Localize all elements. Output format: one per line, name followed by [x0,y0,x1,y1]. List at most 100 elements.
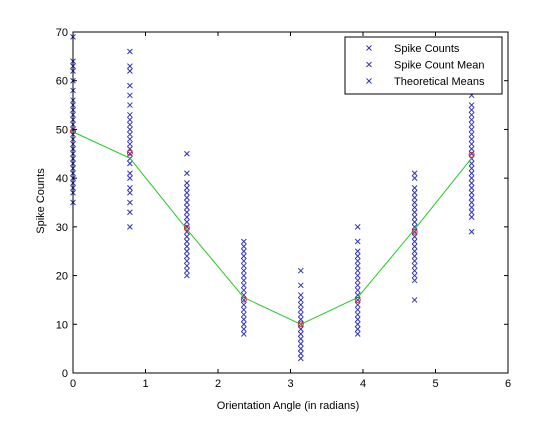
y-tick-label: 60 [56,76,68,88]
spike-count-point [354,277,361,284]
spike-count-point [127,92,133,99]
spike-count-point [297,331,304,337]
spike-count-point [127,209,133,216]
spike-count-point [240,326,247,333]
y-tick-label: 70 [56,27,68,39]
spike-count-point [411,253,418,259]
spike-count-point [354,311,361,318]
spike-count-point [184,199,190,206]
spike-count-mean-point [468,151,475,158]
spike-count-point [411,248,418,255]
legend: Spike Counts Spike Count Mean Theoretical … [344,36,503,95]
spike-count-point [354,292,361,298]
x-axis-label: Orientation Angle (in radians) [217,400,359,412]
y-tick-label: 40 [56,173,68,185]
spike-count-point [411,297,418,303]
spike-count-point [468,204,475,211]
spike-count-point [127,48,133,55]
spike-count-point [184,189,190,196]
legend-marker [366,45,372,51]
spike-count-point [411,194,418,201]
spike-count-point [297,292,304,298]
spike-count-point [468,126,475,133]
spike-count-point [184,180,190,186]
spike-count-point [468,107,475,113]
spike-count-point [411,238,418,245]
legend-marker [366,78,372,84]
spike-count-point [354,253,361,259]
spike-count-point [184,194,190,201]
spike-count-point [411,204,418,211]
spike-count-point [411,233,418,240]
spike-count-point [411,243,418,250]
spike-count-point [468,121,475,128]
spike-count-point [127,185,133,191]
spike-count-point [468,194,475,201]
legend-marker [366,61,372,68]
spike-count-point [411,224,418,230]
spike-count-point [468,185,475,191]
spike-count-point [240,292,247,298]
spike-count-point [127,63,133,69]
spike-count-point [297,355,304,362]
spike-count-point [184,233,190,240]
spike-count-point [297,282,304,289]
spike-count-point [354,248,361,255]
spike-count-point [411,214,418,220]
spike-count-point [468,209,475,216]
spike-count-point [354,272,361,279]
spike-count-point [411,209,418,216]
spike-count-point [354,267,361,274]
spike-count-point [468,170,475,177]
spike-count-point [184,204,190,211]
spike-count-point [127,141,133,147]
x-tick-label: 3 [287,378,293,390]
spike-count-point [184,253,190,259]
spike-count-point [127,121,133,128]
spike-count-point [468,136,475,143]
spike-count-point [240,301,247,308]
spike-count-point [297,301,304,308]
spike-count-point [411,262,418,269]
spike-count-mean-point [297,321,304,328]
spike-count-point [184,214,190,220]
spike-count-point [127,160,133,167]
spike-count-point [354,224,361,230]
spike-count-point [240,287,247,294]
spike-count-point [184,209,190,216]
theoretical-means-line [72,131,472,325]
spike-count-point [354,301,361,308]
x-tick-label: 5 [432,378,438,390]
spike-count-point [240,277,247,284]
spike-count-point [411,272,418,279]
spike-count-point [127,136,133,143]
spike-count-point [468,146,475,152]
spike-count-point [468,228,475,235]
spike-count-point [468,175,475,181]
legend-label: Theoretical Means [394,76,485,88]
spike-count-mean-point [411,228,418,235]
spike-count-point [240,253,247,259]
spike-count-point [297,326,304,333]
spike-count-point [240,321,247,328]
spike-count-point [297,267,304,274]
spike-count-mean-point [183,224,190,231]
spike-count-point [297,350,304,357]
spike-count-point [184,258,190,264]
spike-count-point [297,306,304,313]
spike-count-point [468,199,475,206]
spike-count-point [240,243,247,250]
spike-count-point [127,189,133,196]
spike-count-point [127,150,133,157]
spike-count-point [354,262,361,269]
spike-count-point [184,243,190,250]
spike-count-point [184,267,190,274]
spike-count-point [411,267,418,274]
spike-count-point [411,189,418,196]
y-axis-label: Spike Counts [35,168,47,234]
spike-count-point [240,258,247,264]
spike-count-point [297,297,304,303]
spike-count-point [240,282,247,289]
